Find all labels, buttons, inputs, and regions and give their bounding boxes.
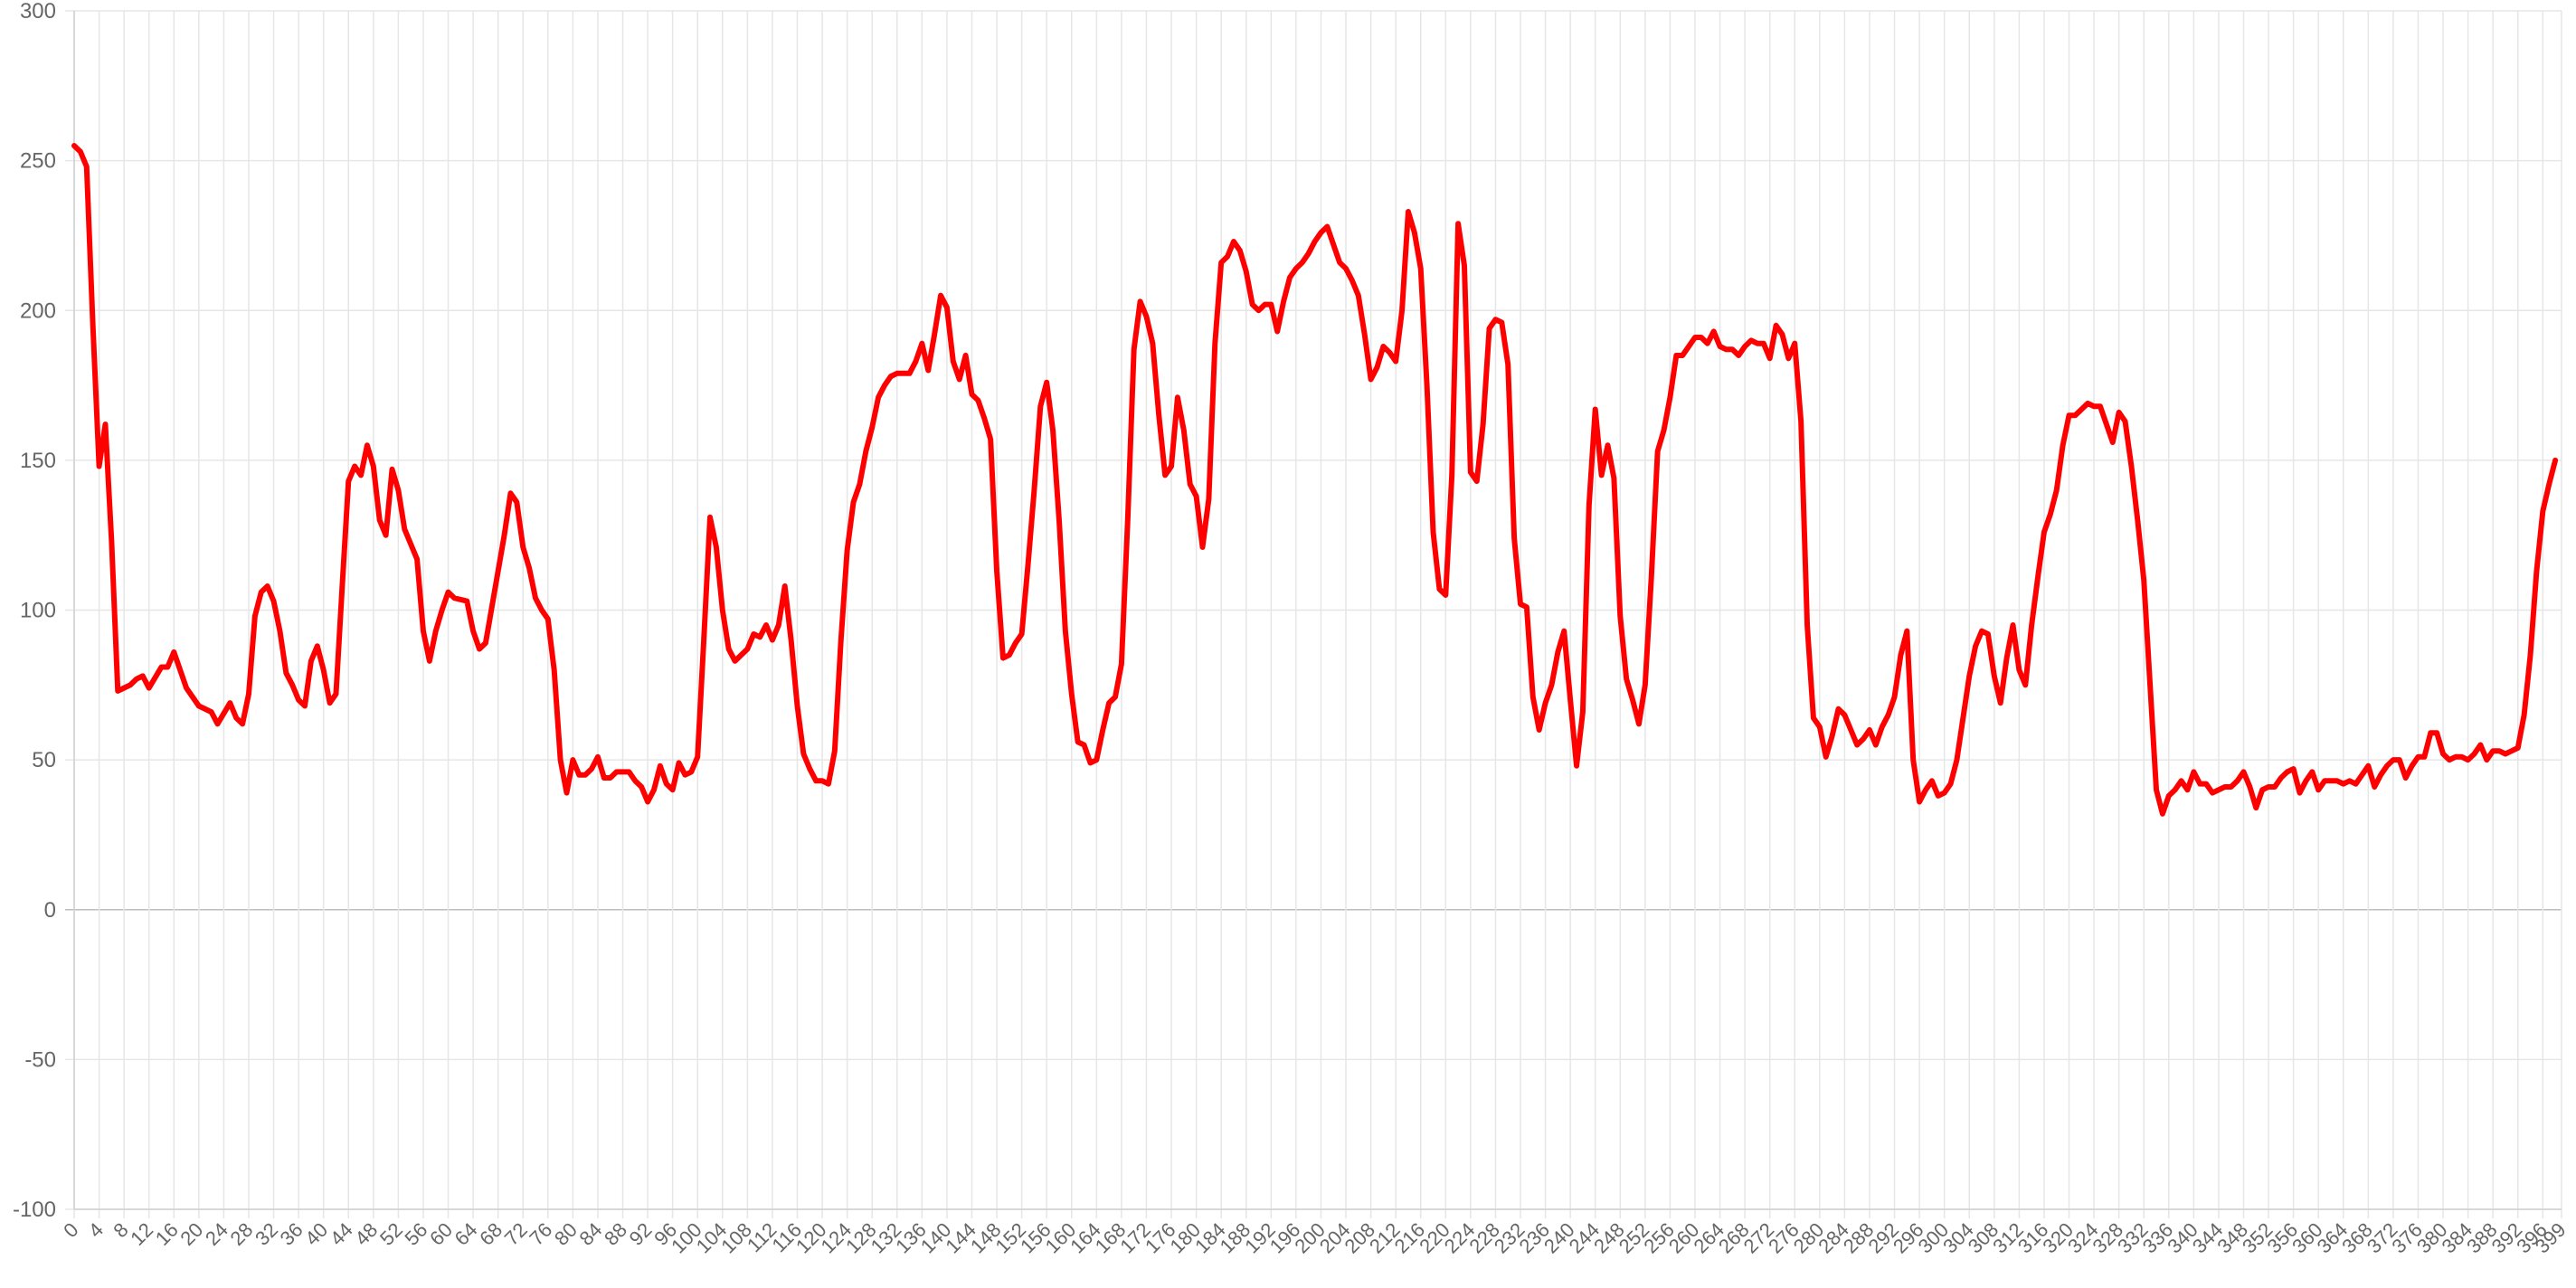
x-tick-label: 0	[59, 1218, 82, 1242]
y-tick-label: 250	[20, 149, 56, 174]
y-tick-label: 0	[44, 898, 56, 923]
x-tick-labels: 0 4 81216202428323640444852566064687276808…	[59, 1218, 2570, 1258]
axes	[73, 11, 2562, 1210]
y-tick-label: 150	[20, 449, 56, 473]
x-tick-label: 4	[84, 1218, 108, 1242]
y-tick-label: 100	[20, 599, 56, 623]
series-lines	[71, 143, 2559, 817]
y-tick-label: 300	[20, 0, 56, 24]
series-line	[71, 143, 2559, 817]
y-tick-label: -50	[24, 1047, 56, 1072]
y-tick-label: 50	[32, 748, 56, 772]
y-tick-label: 200	[20, 298, 56, 323]
grid-lines	[65, 10, 2562, 1218]
y-tick-label: -100	[13, 1198, 56, 1222]
y-tick-labels: 300 250 200 150 100 50 0 -50 -100	[13, 0, 56, 1222]
